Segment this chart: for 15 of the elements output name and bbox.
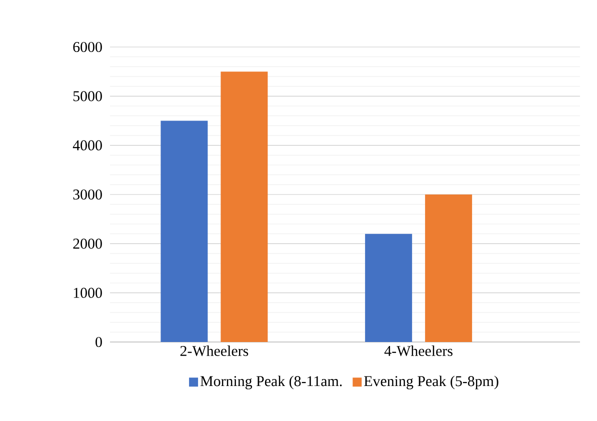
legend-label: Morning Peak (8-11am. bbox=[200, 376, 342, 390]
x-tick-label: 2-Wheelers bbox=[180, 346, 248, 356]
y-tick-label: 2000 bbox=[73, 238, 102, 249]
y-tick-label: 4000 bbox=[72, 140, 102, 150]
x-tick-label: 4-Wheelers bbox=[384, 346, 452, 356]
bar bbox=[365, 234, 412, 342]
legend-label: Evening Peak (5-8pm) bbox=[364, 376, 498, 390]
bar bbox=[220, 72, 268, 342]
y-tick-label: 0 bbox=[96, 336, 102, 348]
bar bbox=[425, 194, 472, 342]
y-tick-label: 6000 bbox=[73, 42, 102, 52]
y-tick-label: 1000 bbox=[74, 288, 102, 298]
y-tick-label: 5000 bbox=[73, 91, 102, 102]
y-tick-label: 3000 bbox=[73, 189, 102, 200]
bar bbox=[160, 120, 208, 342]
